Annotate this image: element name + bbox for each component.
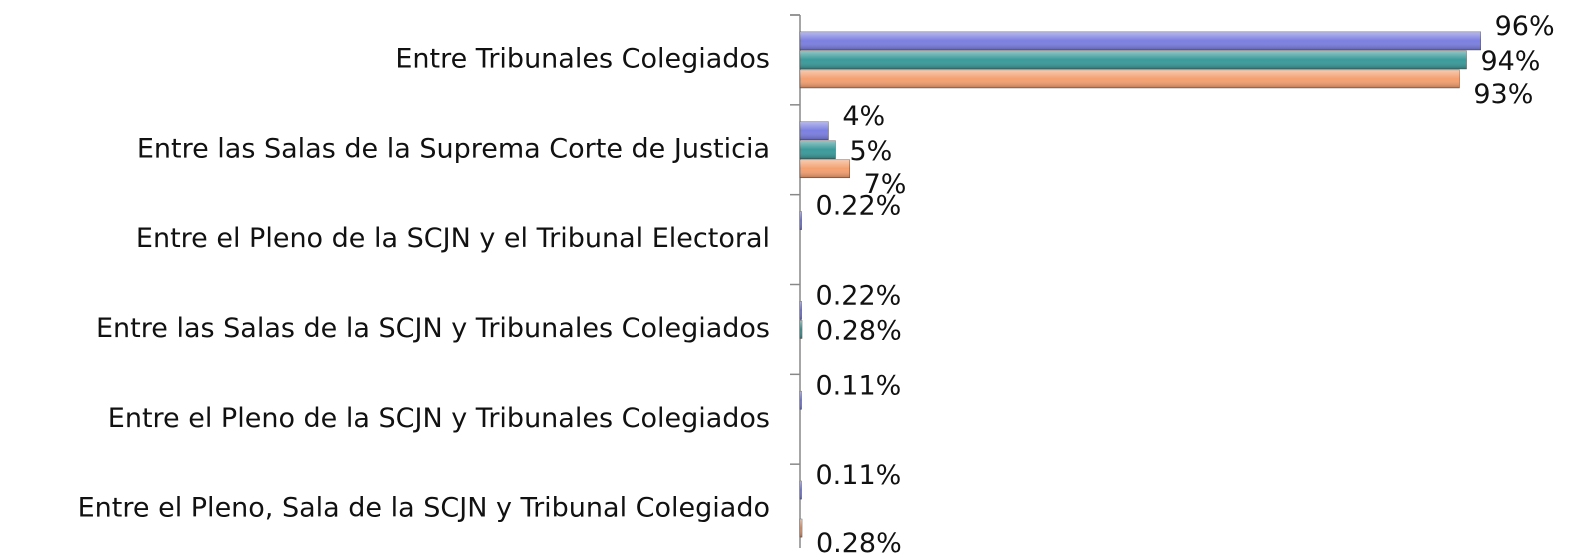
bar-shine xyxy=(800,481,802,500)
bar-shine xyxy=(800,140,836,159)
value-label: 5% xyxy=(849,136,892,167)
bar-shine xyxy=(800,31,1481,50)
bar-shine xyxy=(800,121,829,140)
category-label: Entre Tribunales Colegiados xyxy=(395,43,770,74)
bar-shine xyxy=(800,391,802,410)
category-label: Entre el Pleno de la SCJN y Tribunales C… xyxy=(108,403,770,434)
bar-shine xyxy=(800,159,850,178)
value-label: 0.22% xyxy=(816,191,902,222)
value-label: 4% xyxy=(842,101,885,132)
bar-shine xyxy=(800,301,802,320)
value-label: 0.28% xyxy=(816,315,902,346)
bar-shine xyxy=(800,50,1467,69)
value-label: 0.11% xyxy=(816,460,902,491)
value-label: 93% xyxy=(1473,79,1533,110)
category-label: Entre las Salas de la SCJN y Tribunales … xyxy=(96,313,770,344)
value-label: 94% xyxy=(1480,46,1540,77)
value-label: 96% xyxy=(1495,11,1555,42)
category-label: Entre las Salas de la Suprema Corte de J… xyxy=(137,133,770,164)
bar-shine xyxy=(800,211,802,230)
bar-shine xyxy=(800,69,1460,88)
category-label: Entre el Pleno, Sala de la SCJN y Tribun… xyxy=(78,493,770,524)
category-label: Entre el Pleno de la SCJN y el Tribunal … xyxy=(136,223,770,254)
value-label: 7% xyxy=(864,169,907,200)
value-label: 0.28% xyxy=(816,528,902,554)
value-label: 0.22% xyxy=(816,280,902,311)
bar-shine xyxy=(800,519,802,538)
value-label: 0.11% xyxy=(816,370,902,401)
bar-shine xyxy=(800,320,802,339)
